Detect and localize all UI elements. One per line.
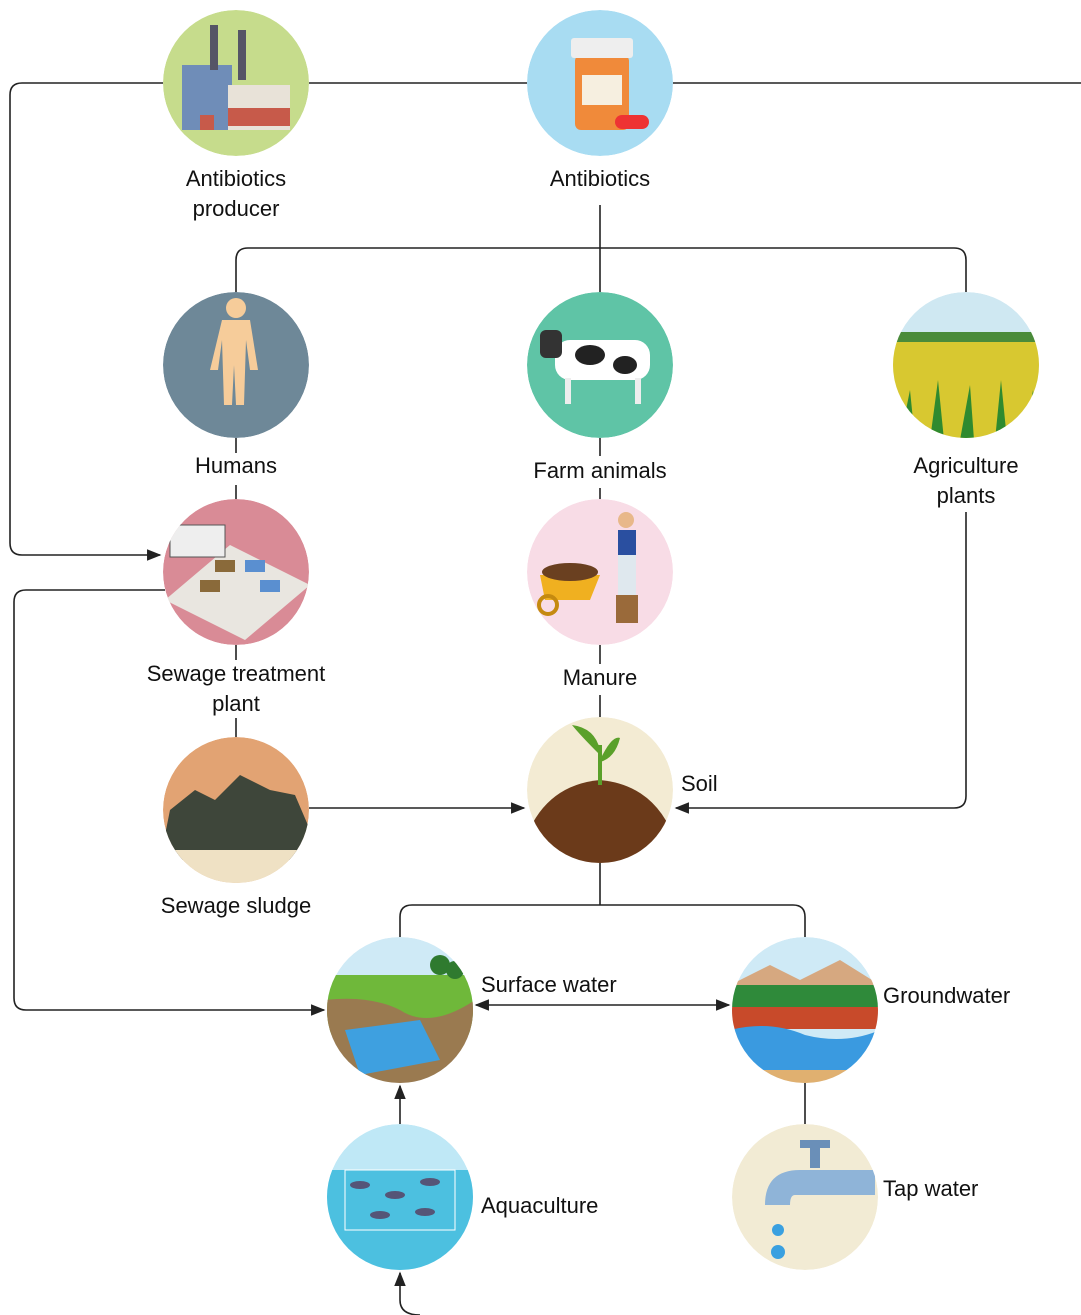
node-label: Surface water (481, 972, 617, 997)
node-label: Aquaculture (481, 1193, 598, 1218)
connectors (10, 83, 1081, 1315)
node-label: Agriculture (913, 453, 1018, 478)
icons (160, 10, 1050, 1270)
node-label: Sewage treatment (147, 661, 326, 686)
node-label: Groundwater (883, 983, 1010, 1008)
node-label: Farm animals (533, 458, 666, 483)
node-label: plant (212, 691, 260, 716)
diagram: Antibiotics producer Antibiotics Humans Farm… (0, 0, 1081, 1315)
node-label: Manure (563, 665, 638, 690)
node-label: plants (937, 483, 996, 508)
node-label: Soil (681, 771, 718, 796)
node-label: Sewage sludge (161, 893, 311, 918)
node-label: Antibiotics (550, 166, 650, 191)
node-label: Humans (195, 453, 277, 478)
node-label: Antibiotics (186, 166, 286, 191)
node-label: Tap water (883, 1176, 978, 1201)
node-label: producer (193, 196, 280, 221)
